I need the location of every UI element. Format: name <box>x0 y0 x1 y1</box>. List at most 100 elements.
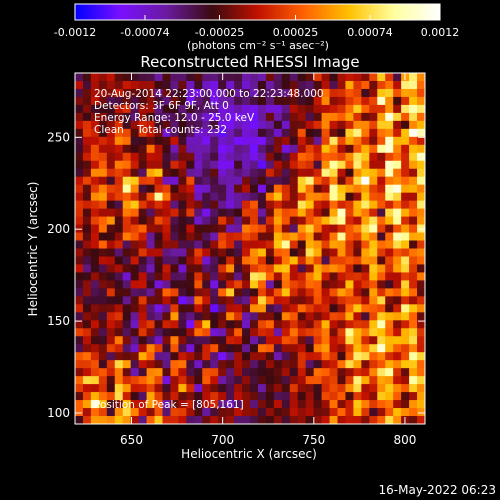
heatmap-cell <box>122 344 132 353</box>
heatmap-cell <box>138 80 148 90</box>
heatmap-cell <box>401 144 410 154</box>
heatmap-cell <box>369 336 378 345</box>
heatmap-cell <box>250 128 259 138</box>
heatmap-cell <box>82 352 92 361</box>
heatmap-cell <box>289 344 299 353</box>
heatmap-cell <box>257 128 267 138</box>
heatmap-cell <box>82 240 92 250</box>
heatmap-cell <box>409 328 418 337</box>
heatmap-cell <box>162 328 172 337</box>
heatmap-cell <box>162 376 172 385</box>
heatmap-cell <box>218 184 227 194</box>
heatmap-cell <box>250 416 259 424</box>
heatmap-cell <box>297 352 307 361</box>
heatmap-cell <box>242 328 251 337</box>
heatmap-cell <box>329 272 339 282</box>
heatmap-cell <box>281 152 291 162</box>
heatmap-cell <box>401 288 410 297</box>
heatmap-cell <box>385 232 394 242</box>
y-tick-label: 100 <box>47 406 70 420</box>
heatmap-cell <box>329 248 339 258</box>
heatmap-cell <box>146 176 156 186</box>
heatmap-cell <box>194 416 203 424</box>
heatmap-cell <box>146 200 156 210</box>
heatmap-cell <box>178 304 187 313</box>
heatmap-cell <box>178 224 187 234</box>
heatmap-cell <box>170 73 179 82</box>
heatmap-cell <box>345 272 354 282</box>
heatmap-cell <box>154 192 164 202</box>
heatmap-cell <box>257 336 267 345</box>
heatmap-cell <box>202 152 211 162</box>
heatmap-cell <box>162 336 172 345</box>
heatmap-cell <box>305 288 315 297</box>
heatmap-cell <box>122 272 132 282</box>
heatmap-cell <box>106 256 116 266</box>
heatmap-cell <box>385 328 394 337</box>
heatmap-cell <box>377 224 386 234</box>
heatmap-cell <box>82 328 92 337</box>
heatmap-cell <box>226 320 235 329</box>
annotation-energy-range: Energy Range: 12.0 - 25.0 keV <box>94 112 255 124</box>
heatmap-cell <box>75 144 84 154</box>
heatmap-cell <box>313 328 323 337</box>
heatmap-cell <box>385 240 394 250</box>
heatmap-cell <box>90 264 100 274</box>
heatmap-cell <box>305 152 315 162</box>
heatmap-cell <box>210 120 219 130</box>
heatmap-cell <box>281 304 291 313</box>
heatmap-cell <box>242 144 251 154</box>
heatmap-cell <box>401 352 410 361</box>
heatmap-cell <box>106 392 116 401</box>
heatmap-cell <box>130 192 140 202</box>
heatmap-cell <box>393 80 402 90</box>
heatmap-cell <box>90 256 100 266</box>
heatmap-cell <box>122 288 132 297</box>
heatmap-cell <box>281 216 291 226</box>
heatmap-cell <box>154 168 164 178</box>
heatmap-cell <box>90 160 100 170</box>
heatmap-cell <box>98 200 108 210</box>
heatmap-cell <box>82 136 92 146</box>
heatmap-cell <box>265 96 275 106</box>
heatmap-cell <box>329 320 339 329</box>
heatmap-cell <box>321 296 331 305</box>
heatmap-cell <box>329 392 339 401</box>
heatmap-cell <box>393 184 402 194</box>
heatmap-cell <box>273 344 283 353</box>
heatmap-cell <box>114 120 124 130</box>
heatmap-cell <box>289 416 299 424</box>
heatmap-cell <box>401 152 410 162</box>
heatmap-cell <box>162 392 172 401</box>
heatmap-cell <box>257 392 267 401</box>
heatmap-cell <box>202 320 211 329</box>
heatmap-cell <box>401 392 410 401</box>
heatmap-cell <box>297 264 307 274</box>
heatmap-cell <box>257 400 267 409</box>
heatmap-cell <box>210 272 219 282</box>
heatmap-cell <box>106 136 116 146</box>
heatmap-cell <box>90 312 100 321</box>
heatmap-cell <box>345 128 354 138</box>
heatmap-cell <box>186 168 195 178</box>
heatmap-cell <box>417 80 425 90</box>
heatmap-cell <box>98 152 108 162</box>
heatmap-cell <box>90 392 100 401</box>
heatmap-cell <box>202 112 211 122</box>
heatmap-cell <box>210 256 219 266</box>
heatmap-cell <box>234 248 243 258</box>
heatmap-cell <box>313 248 323 258</box>
heatmap-cell <box>138 264 148 274</box>
heatmap-cell <box>385 216 394 226</box>
heatmap-cell <box>98 160 108 170</box>
colorbar-tick-label: 0.00025 <box>273 26 319 39</box>
heatmap-cell <box>98 80 108 90</box>
heatmap-cell <box>130 280 140 289</box>
heatmap-cell <box>337 288 347 297</box>
heatmap-cell <box>194 224 203 234</box>
heatmap-cell <box>122 192 132 202</box>
heatmap-cell <box>385 120 394 130</box>
heatmap-cell <box>265 384 275 393</box>
heatmap-cell <box>369 88 378 98</box>
heatmap-cell <box>321 248 331 258</box>
